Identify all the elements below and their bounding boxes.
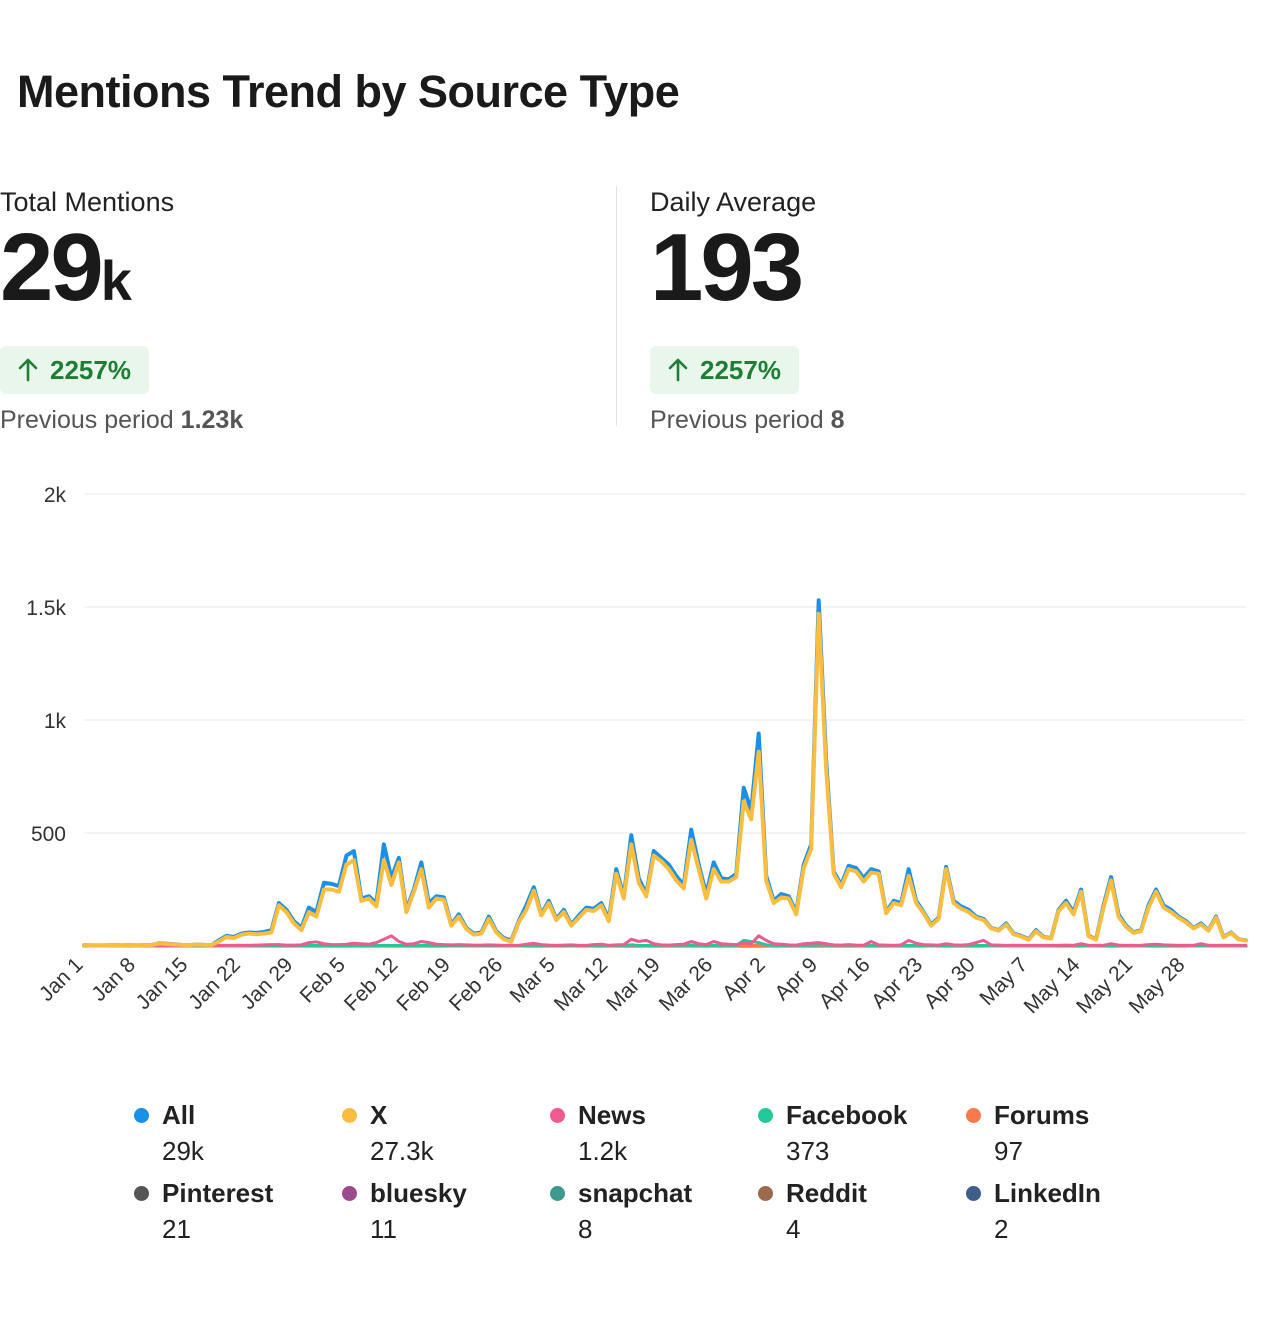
legend-value: 97 — [994, 1136, 1023, 1166]
daily-average-change-badge: 2257% — [650, 346, 799, 394]
x-tick-label: May 21 — [1072, 953, 1137, 1018]
total-mentions-change-badge: 2257% — [0, 346, 149, 394]
x-tick-label: Apr 2 — [718, 953, 770, 1005]
previous-period-label: Previous period — [0, 406, 174, 434]
legend-dot — [966, 1108, 981, 1123]
legend-name: snapchat — [578, 1178, 693, 1208]
total-mentions-label: Total Mentions — [0, 187, 175, 217]
x-tick-label: Apr 30 — [920, 953, 980, 1013]
x-tick-label: Apr 23 — [867, 953, 927, 1013]
total-mentions-unit: k — [100, 249, 132, 312]
x-tick-label: Feb 12 — [340, 953, 403, 1016]
x-tick-label: Jan 15 — [132, 953, 193, 1014]
total-mentions-change: 2257% — [50, 354, 131, 385]
x-tick-label: May 28 — [1125, 953, 1190, 1018]
legend-value: 21 — [162, 1214, 191, 1244]
legend-name: bluesky — [370, 1178, 467, 1208]
daily-average-label: Daily Average — [650, 187, 817, 217]
legend-dot — [342, 1108, 357, 1123]
daily-average-change: 2257% — [700, 354, 781, 385]
previous-period-label: Previous period — [650, 406, 824, 434]
arrow-up-icon — [668, 358, 688, 382]
daily-average-number: 193 — [650, 214, 804, 321]
legend-value: 8 — [578, 1214, 593, 1244]
legend-dot — [342, 1186, 357, 1201]
legend-value: 29k — [162, 1136, 204, 1166]
legend-dot — [966, 1186, 981, 1201]
legend-name: Forums — [994, 1100, 1090, 1130]
legend-value: 1.2k — [578, 1136, 628, 1166]
legend-name: Facebook — [786, 1100, 908, 1130]
series-line-all — [82, 598, 1248, 948]
daily-average-value: 193 — [650, 220, 845, 340]
y-tick-label: 1k — [44, 710, 67, 733]
total-mentions-value: 29k — [0, 220, 243, 340]
x-tick-label: Mar 26 — [655, 953, 717, 1015]
legend-value: 11 — [370, 1214, 397, 1244]
total-mentions-card: Total Mentions 29k 2257% Previous period… — [0, 186, 243, 435]
x-tick-label: Apr 16 — [815, 953, 875, 1013]
total-mentions-number: 29 — [0, 214, 104, 321]
legend-name: News — [578, 1100, 646, 1130]
legend-value: 2 — [994, 1214, 1009, 1244]
arrow-up-icon — [18, 358, 38, 382]
y-tick-label: 500 — [31, 823, 66, 846]
x-tick-label: May 14 — [1020, 953, 1085, 1018]
legend-dot — [550, 1108, 565, 1123]
legend-name: Reddit — [786, 1178, 867, 1208]
legend-name: LinkedIn — [994, 1178, 1101, 1208]
x-tick-label: Jan 29 — [237, 953, 298, 1014]
legend-dot — [758, 1108, 773, 1123]
total-mentions-previous: Previous period 1.23k — [0, 406, 243, 435]
y-tick-label: 2k — [44, 484, 67, 507]
x-tick-label: Mar 12 — [550, 953, 612, 1015]
previous-period-value: 1.23k — [180, 406, 244, 434]
legend-name: All — [162, 1100, 196, 1130]
x-tick-label: Feb 26 — [445, 953, 508, 1016]
legend-value: 4 — [786, 1214, 801, 1244]
x-tick-label: Jan 1 — [35, 953, 88, 1006]
legend-dot — [758, 1186, 773, 1201]
x-tick-label: Jan 22 — [184, 953, 245, 1014]
daily-average-card: Daily Average 193 2257% Previous period … — [650, 186, 845, 435]
legend-dot — [134, 1186, 149, 1201]
legend-dot — [134, 1108, 149, 1123]
legend-dot — [550, 1186, 565, 1201]
previous-period-value: 8 — [830, 406, 845, 434]
x-tick-label: Feb 19 — [392, 953, 455, 1016]
daily-average-previous: Previous period 8 — [650, 406, 845, 435]
legend-name: Pinterest — [162, 1178, 274, 1208]
legend-value: 373 — [786, 1136, 830, 1166]
y-tick-label: 1.5k — [26, 597, 66, 620]
series-line-news — [82, 934, 1248, 948]
page-title: Mentions Trend by Source Type — [17, 66, 680, 117]
legend-value: 27.3k — [370, 1136, 434, 1166]
x-tick-label: Mar 19 — [602, 953, 664, 1015]
series-line-x — [82, 611, 1248, 948]
kpi-divider — [616, 186, 617, 426]
legend-name: X — [370, 1100, 388, 1130]
